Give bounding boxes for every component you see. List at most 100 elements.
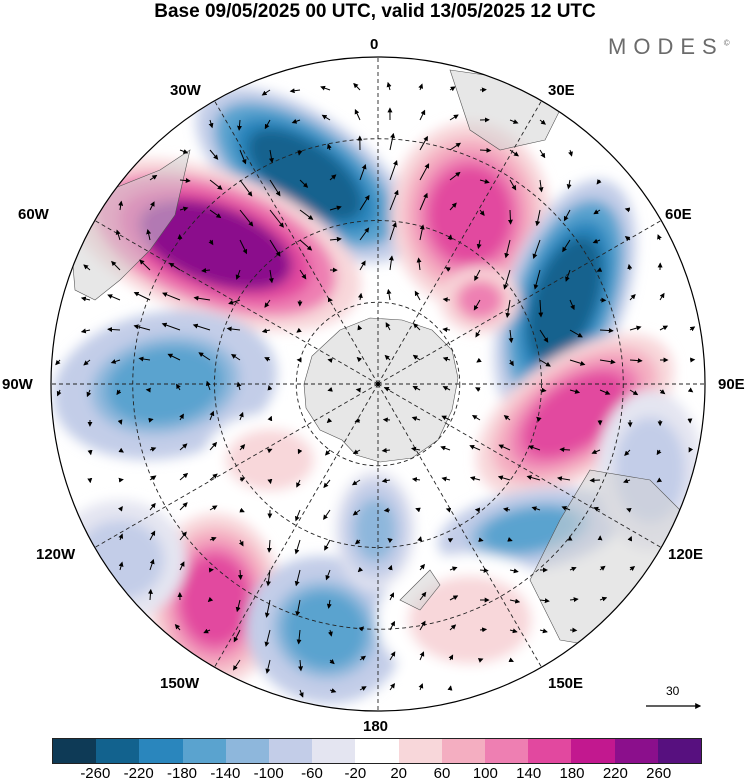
wind-vector	[591, 449, 601, 454]
wind-vector	[659, 292, 665, 301]
wind-vector	[359, 686, 367, 691]
wind-vector	[207, 596, 214, 603]
wind-vector	[442, 386, 451, 391]
wind-vector	[476, 239, 482, 250]
wind-vectors	[55, 81, 696, 698]
wind-vector	[539, 387, 547, 393]
wind-vector	[384, 354, 391, 361]
wind-vector	[416, 257, 422, 271]
wind-vector	[657, 234, 662, 241]
wind-vector	[357, 324, 363, 331]
wind-vector	[149, 475, 157, 481]
wind-vector	[267, 478, 273, 485]
wind-vector	[471, 414, 481, 421]
wind-vector	[266, 569, 271, 587]
wind-vector	[441, 476, 451, 482]
wind-vector	[329, 688, 337, 693]
wind-vector	[232, 659, 241, 671]
wind-vector	[239, 507, 245, 513]
wind-vector	[149, 502, 156, 511]
wind-vector	[149, 201, 155, 211]
wind-vector	[479, 209, 485, 216]
wind-vector	[411, 477, 421, 483]
wind-vector	[351, 479, 361, 486]
wind-vector	[561, 506, 571, 511]
wind-vector	[539, 598, 550, 604]
wind-vector	[624, 449, 631, 456]
lon-label-0: 0	[370, 36, 379, 53]
wind-vector	[139, 259, 151, 271]
wind-vector	[269, 179, 281, 197]
lon-label-150w: 150W	[160, 675, 200, 692]
wind-vector	[209, 209, 222, 219]
wind-vector	[209, 441, 218, 451]
wind-vector	[479, 178, 490, 184]
anomaly-contour	[106, 345, 224, 425]
colorbar-cell	[657, 739, 702, 763]
wind-vector	[352, 449, 361, 455]
wind-vector	[445, 267, 451, 272]
wind-vector	[389, 620, 395, 631]
wind-vector	[569, 359, 586, 366]
wind-vector	[509, 149, 519, 157]
wind-vector	[539, 359, 551, 367]
wind-vector	[264, 299, 271, 308]
wind-vector	[448, 654, 454, 661]
wind-vector	[383, 387, 391, 392]
lon-label-90e: 90E	[718, 376, 745, 393]
wind-vector	[179, 502, 188, 511]
wind-vector	[559, 447, 571, 453]
wind-vector	[449, 86, 456, 92]
wind-vector	[593, 209, 601, 215]
wind-vector	[329, 236, 342, 242]
latitude-circle	[295, 301, 461, 467]
meridian-line	[214, 100, 379, 385]
anomaly-contour	[283, 591, 367, 669]
wind-vector	[192, 323, 211, 331]
wind-vector	[201, 267, 211, 273]
wind-vector	[264, 119, 271, 130]
wind-vector	[116, 389, 122, 396]
wind-vector	[562, 239, 571, 253]
wind-vector	[323, 509, 331, 520]
wind-vector	[261, 89, 271, 96]
wind-vector	[389, 221, 397, 241]
wind-vector	[389, 132, 396, 151]
wind-vector	[179, 413, 184, 421]
colorbar-tick-label: -220	[123, 765, 154, 782]
wind-vector	[589, 477, 601, 483]
wind-vector	[133, 324, 151, 331]
wind-vector	[689, 326, 696, 332]
wind-vector	[149, 174, 158, 181]
wind-vector	[445, 507, 452, 513]
wind-vector	[295, 509, 301, 522]
meridian-line	[377, 383, 542, 668]
wind-vector	[473, 299, 481, 311]
colorbar-cell	[614, 739, 658, 763]
wind-vector	[414, 290, 421, 301]
wind-vector	[566, 179, 572, 190]
colorbar	[52, 738, 702, 764]
wind-vector	[386, 288, 392, 301]
wind-vector	[238, 411, 244, 421]
wind-vector	[503, 507, 511, 513]
wind-vector	[539, 329, 549, 343]
wind-vector	[627, 535, 633, 542]
lon-label-120e: 120E	[668, 546, 704, 563]
wind-vector	[599, 328, 614, 334]
colorbar-cell	[225, 739, 270, 763]
wind-vector	[230, 353, 241, 361]
wind-vector	[179, 561, 185, 571]
modes-logo-text: MODES	[608, 34, 724, 59]
wind-vector	[419, 192, 428, 211]
wind-vector	[179, 206, 189, 212]
wind-vector	[118, 200, 124, 211]
colorbar-cell	[96, 739, 140, 763]
wind-vector	[209, 149, 219, 160]
wind-vector	[569, 299, 575, 311]
colorbar-tick-label: -140	[210, 765, 241, 782]
wind-vector	[412, 385, 421, 391]
colorbar-tick-label: -20	[344, 765, 367, 782]
wind-vector	[592, 238, 601, 244]
wind-vector	[239, 149, 247, 165]
